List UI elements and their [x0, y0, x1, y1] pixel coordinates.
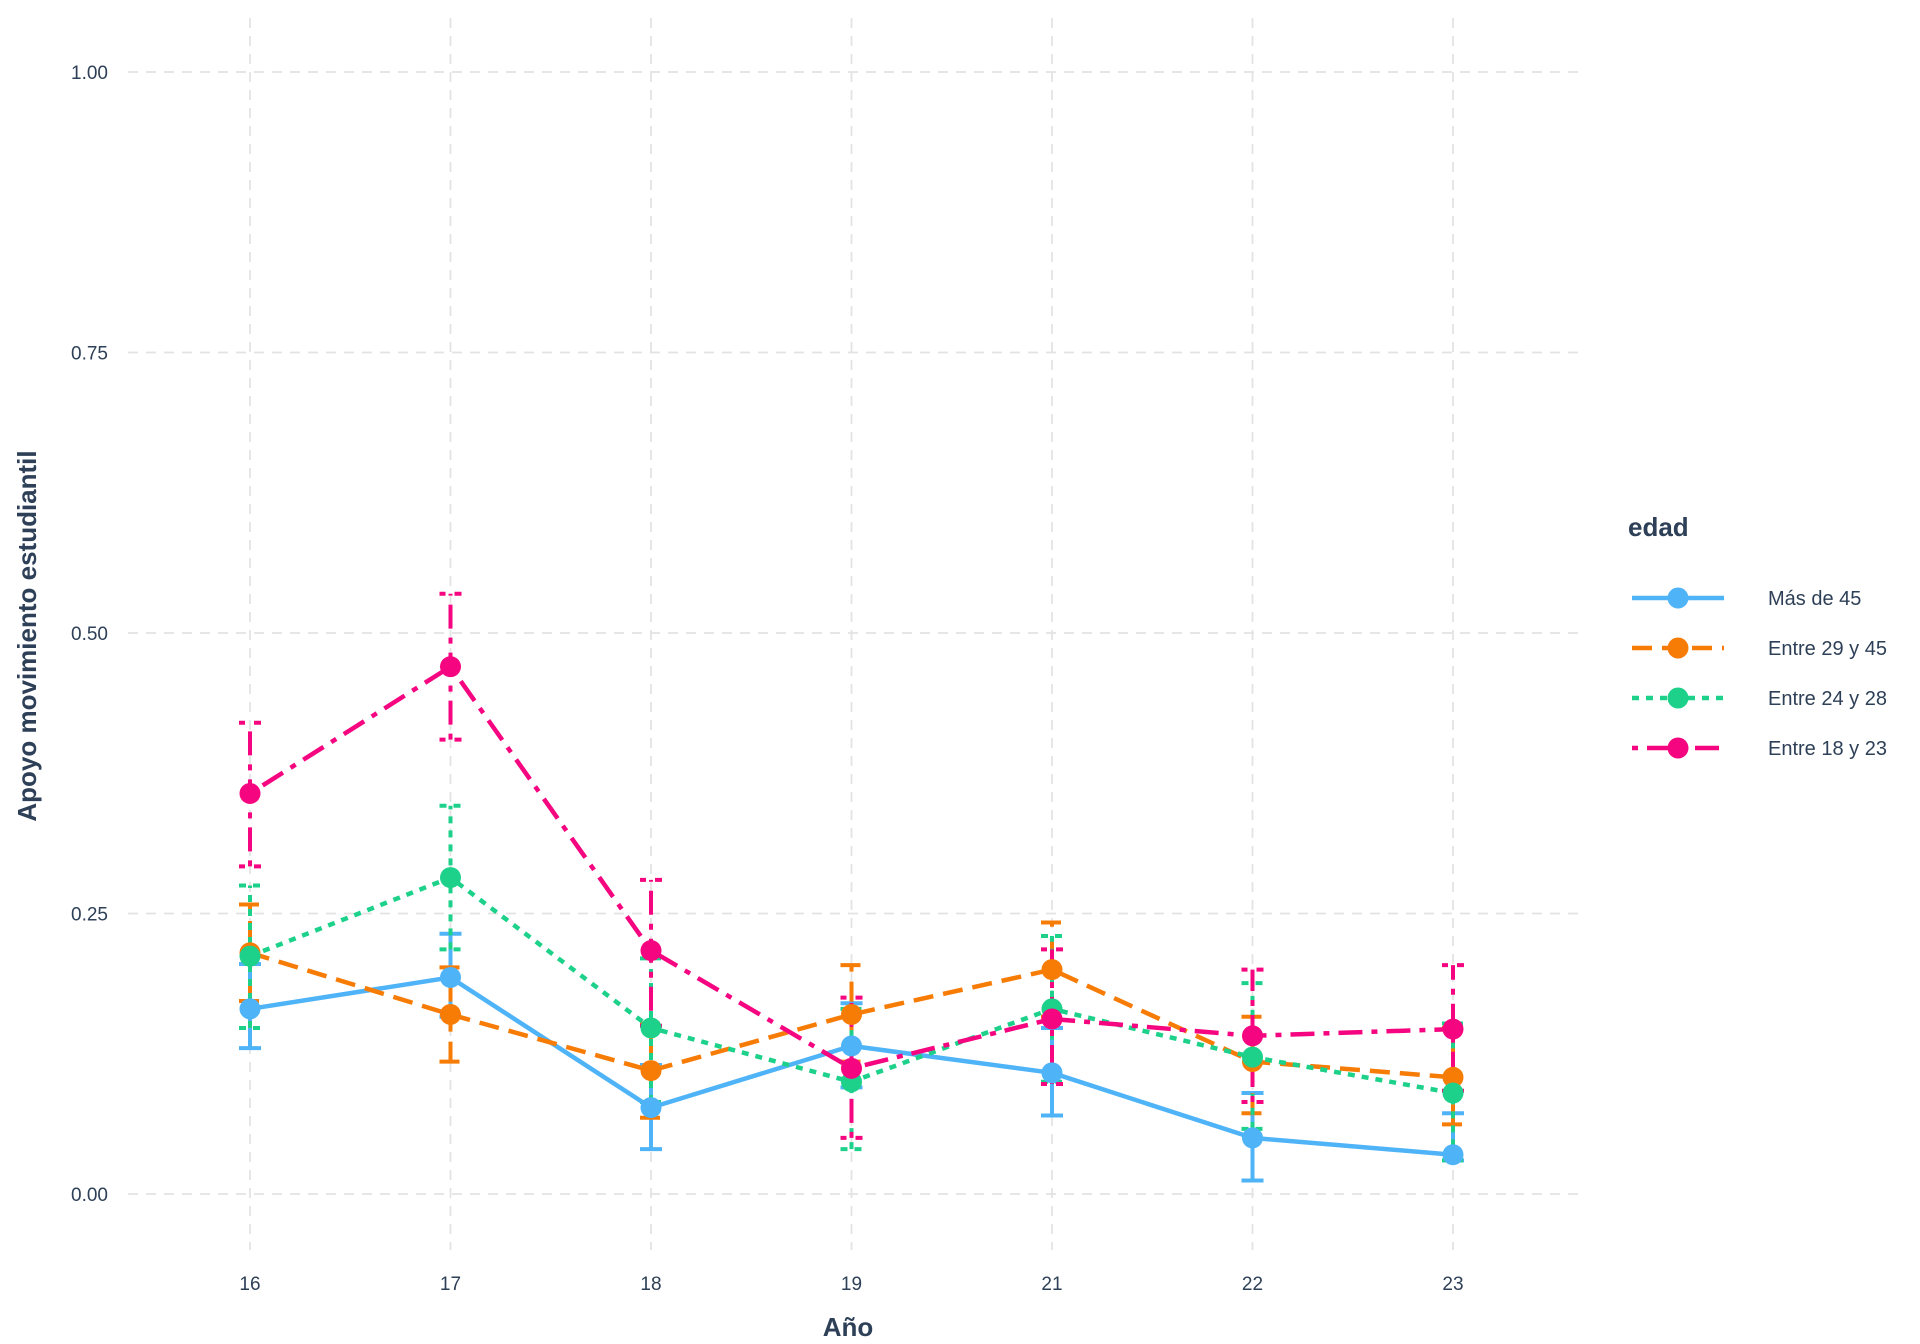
data-point	[1242, 1025, 1263, 1047]
data-point	[239, 782, 261, 804]
legend: edad Más de 45 Entre 29 y 45 Entre 24 y 28…	[1628, 512, 1887, 760]
legend-label: Más de 45	[1768, 588, 1861, 610]
x-tick-labels: 16 17 18 19 21 22 23	[239, 1274, 1463, 1295]
data-point	[440, 1003, 461, 1025]
y-tick-label: 0.00	[71, 1185, 108, 1206]
data-point	[640, 940, 662, 962]
data-point	[440, 656, 461, 678]
y-tick-label: 0.75	[71, 344, 108, 365]
data-point	[640, 1017, 662, 1039]
data-point	[841, 1003, 862, 1025]
x-tick-label: 17	[440, 1274, 461, 1295]
legend-title: edad	[1628, 512, 1689, 542]
data-point	[841, 1057, 862, 1079]
legend-label: Entre 24 y 28	[1768, 688, 1887, 710]
data-point	[1242, 1046, 1263, 1068]
data-point	[1041, 959, 1063, 981]
data-point	[440, 966, 461, 988]
x-axis-title: Año	[823, 1312, 874, 1342]
x-tick-label: 21	[1041, 1274, 1062, 1295]
legend-point	[1667, 587, 1689, 609]
data-point	[440, 867, 461, 889]
data-point	[1041, 1008, 1063, 1030]
legend-item: Entre 29 y 45	[1632, 637, 1887, 660]
y-axis-title: Apoyo movimiento estudiantil	[12, 450, 42, 821]
data-point	[239, 998, 261, 1020]
y-tick-labels: 0.00 0.25 0.50 0.75 1.00	[71, 63, 108, 1206]
data-point	[1442, 1082, 1464, 1104]
legend-items: Más de 45 Entre 29 y 45 Entre 24 y 28 Entre…	[1632, 587, 1887, 760]
legend-point	[1667, 687, 1689, 709]
x-tick-label: 18	[640, 1274, 661, 1295]
legend-label: Entre 18 y 23	[1768, 738, 1887, 760]
data-point	[1442, 1066, 1464, 1088]
data-point	[1041, 1062, 1063, 1084]
x-tick-label: 23	[1442, 1274, 1463, 1295]
x-tick-label: 19	[841, 1274, 862, 1295]
data-point	[841, 1035, 862, 1057]
series-points	[239, 656, 1464, 1166]
legend-label: Entre 29 y 45	[1768, 638, 1887, 660]
data-point	[640, 1097, 662, 1119]
legend-point	[1667, 737, 1689, 759]
data-point	[1442, 1144, 1464, 1166]
x-tick-label: 16	[239, 1274, 260, 1295]
data-point	[239, 945, 261, 967]
data-point	[1242, 1127, 1263, 1149]
legend-point	[1667, 637, 1689, 659]
legend-item: Entre 18 y 23	[1632, 737, 1887, 760]
y-tick-label: 1.00	[71, 63, 108, 84]
x-tick-label: 22	[1242, 1274, 1263, 1295]
data-point	[1442, 1018, 1464, 1040]
legend-item: Más de 45	[1632, 587, 1861, 610]
y-tick-label: 0.25	[71, 905, 108, 926]
y-tick-label: 0.50	[71, 624, 108, 645]
legend-item: Entre 24 y 28	[1632, 687, 1887, 710]
data-point	[640, 1060, 662, 1082]
